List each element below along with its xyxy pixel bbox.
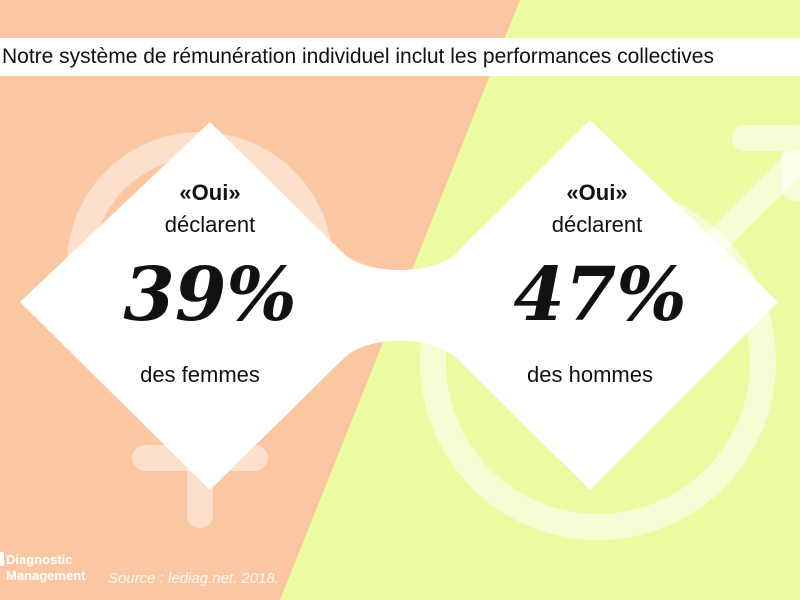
logo-line1: Diagnostic <box>6 552 73 567</box>
women-group-label: des femmes <box>140 362 260 387</box>
logo-mark-icon <box>0 552 4 566</box>
men-oui-label: «Oui» <box>566 180 628 205</box>
page-title: Notre système de rémunération individuel… <box>0 38 800 76</box>
women-percent: 39% <box>123 252 297 338</box>
men-group-label: des hommes <box>527 362 653 387</box>
women-declare-label: déclarent <box>164 212 256 237</box>
men-percent: 47% <box>513 252 687 338</box>
title-text: Notre système de rémunération individuel… <box>2 45 714 68</box>
men-declare-label: déclarent <box>551 212 643 237</box>
source-note: Source : lediag.net. 2018. <box>108 570 279 587</box>
diamond-cards <box>20 120 778 490</box>
women-oui-label: «Oui» <box>179 180 241 205</box>
logo: Diagnostic Management <box>6 552 85 584</box>
logo-line2: Management <box>6 568 86 583</box>
